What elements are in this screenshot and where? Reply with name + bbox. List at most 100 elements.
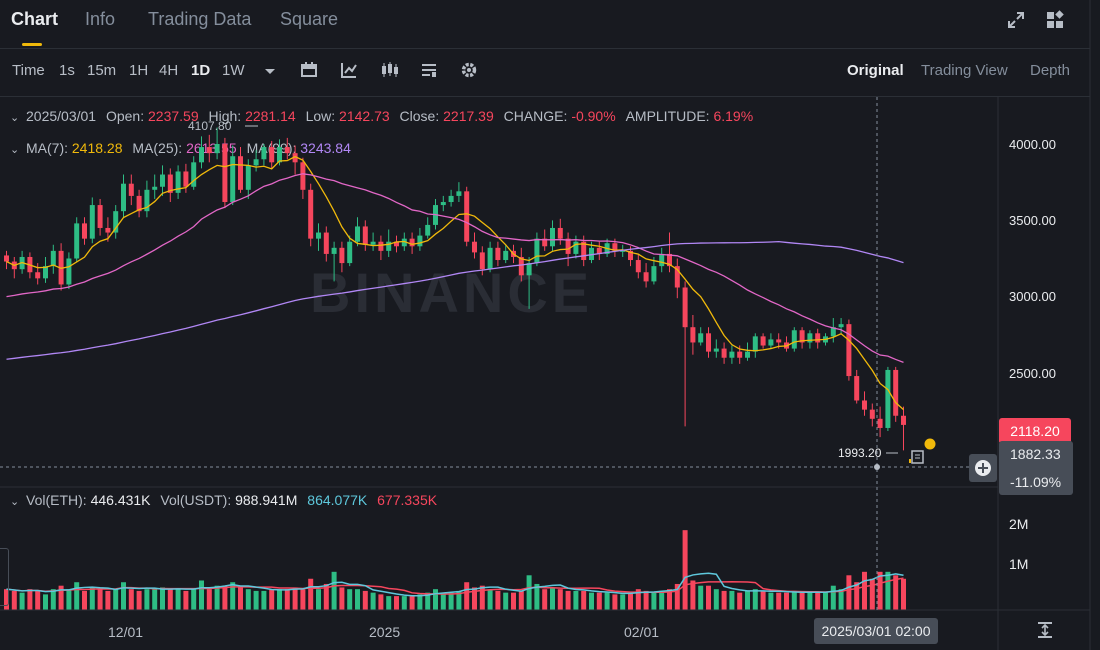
vol-ma2-value: 677.335K	[377, 492, 438, 508]
volume-bar	[27, 589, 33, 610]
high-label: High:	[208, 108, 242, 124]
interval-1s[interactable]: 1s	[59, 62, 75, 79]
volume-bar	[370, 592, 376, 610]
candle-body	[518, 256, 524, 276]
volume-bar	[901, 578, 906, 610]
vol-usdt-value: 988.941M	[235, 492, 298, 508]
candle-body	[495, 247, 501, 261]
volume-bar	[331, 571, 337, 610]
volume-bar	[269, 589, 275, 610]
volume-bar	[511, 592, 516, 610]
candle-body	[815, 333, 821, 343]
tab-chart[interactable]: Chart	[11, 9, 59, 29]
price-chart[interactable]: BINANCE	[0, 97, 1000, 487]
candle-body	[620, 250, 626, 252]
candle-body	[214, 144, 220, 154]
volume-bar	[74, 582, 80, 610]
volume-bar	[448, 592, 454, 610]
volume-bar	[292, 587, 298, 610]
volume-bar	[745, 590, 750, 610]
volume-bar	[823, 592, 828, 610]
close-value: 2217.39	[443, 108, 494, 124]
volume-bar	[50, 589, 56, 610]
amplitude-label: AMPLITUDE:	[625, 108, 710, 124]
candle-body	[417, 235, 423, 247]
ma25-line	[6, 173, 904, 363]
indicators-icon[interactable]	[340, 61, 360, 81]
volume-ma1-line	[6, 572, 904, 597]
volume-bar	[191, 589, 197, 610]
candle-type-icon[interactable]	[380, 61, 400, 81]
view-depth[interactable]: Depth	[1030, 62, 1071, 79]
view-trading-view[interactable]: Trading View	[921, 62, 1008, 79]
candle-body	[284, 147, 290, 154]
tab-square[interactable]: Square	[280, 9, 339, 29]
collapse-chevron-icon[interactable]: ⌄	[10, 112, 20, 124]
volume-bar	[43, 594, 48, 610]
view-original[interactable]: Original	[847, 62, 904, 79]
candle-body	[885, 369, 891, 428]
tab-info[interactable]: Info	[85, 9, 116, 29]
candle-body	[269, 147, 275, 163]
volume-bar	[526, 575, 532, 610]
high-value: 2281.14	[245, 108, 296, 124]
layout-icon[interactable]	[420, 61, 440, 81]
candle-body	[191, 162, 197, 187]
calendar-icon[interactable]	[300, 61, 320, 81]
gear-icon[interactable]	[460, 61, 480, 81]
price-tick-3000: 3000.00	[1009, 289, 1056, 304]
collapse-chevron-icon[interactable]: ⌄	[10, 496, 20, 508]
candle-body	[4, 255, 9, 262]
volume-bar	[589, 592, 594, 610]
candle-body	[362, 226, 368, 245]
volume-bar	[729, 590, 735, 610]
tab-trading-data[interactable]: Trading Data	[148, 9, 252, 29]
fullscreen-icon[interactable]	[1005, 10, 1027, 32]
candle-body	[261, 147, 267, 160]
volume-bar	[464, 582, 470, 610]
interval-1w[interactable]: 1W	[222, 62, 245, 79]
volume-chart[interactable]	[0, 515, 1000, 610]
interval-1h[interactable]: 1H	[129, 62, 149, 79]
volume-bar	[487, 589, 493, 610]
volume-bar	[97, 589, 103, 610]
time-label[interactable]: Time	[12, 62, 45, 79]
candle-body	[378, 241, 384, 251]
candle-body	[752, 336, 758, 352]
volume-bar	[604, 592, 610, 610]
volume-bar	[815, 592, 821, 610]
candle-body	[612, 243, 618, 251]
scale-adjust-icon[interactable]	[1036, 621, 1054, 639]
candle-body	[479, 252, 485, 270]
volume-bar	[518, 590, 524, 610]
volume-bar	[807, 592, 813, 610]
add-alert-button[interactable]	[969, 454, 997, 482]
candle-body	[745, 351, 750, 358]
interval-15m[interactable]: 15m	[87, 62, 117, 79]
collapse-chevron-icon[interactable]: ⌄	[10, 144, 20, 156]
layout-grid-icon[interactable]	[1044, 10, 1066, 32]
volume-bar	[635, 589, 641, 610]
volume-bar	[183, 590, 189, 610]
candle-body	[300, 162, 306, 190]
candle-body	[706, 333, 711, 352]
interval-4h[interactable]: 4H	[159, 62, 179, 79]
volume-bar	[144, 589, 150, 610]
high-price-marker: 4107.80	[188, 119, 232, 133]
candle-body	[183, 171, 189, 187]
candle-body	[386, 241, 392, 251]
ma25-label: MA(25):	[132, 140, 183, 156]
note-icon[interactable]	[909, 449, 925, 465]
volume-tick-2m: 2M	[1009, 516, 1029, 532]
collapse-panel-handle[interactable]	[0, 548, 9, 606]
interval-1d[interactable]: 1D	[191, 62, 211, 79]
candle-body	[409, 238, 415, 247]
chevron-down-icon[interactable]	[262, 61, 282, 81]
volume-bar	[869, 578, 875, 610]
x-tick-0201: 02/01	[624, 624, 660, 640]
candle-body	[862, 400, 867, 410]
volume-bar	[698, 585, 704, 610]
volume-bar	[737, 592, 743, 610]
volume-info-row: ⌄ Vol(ETH): 446.431K Vol(USDT): 988.941M …	[10, 492, 437, 508]
volume-bar	[308, 578, 314, 610]
